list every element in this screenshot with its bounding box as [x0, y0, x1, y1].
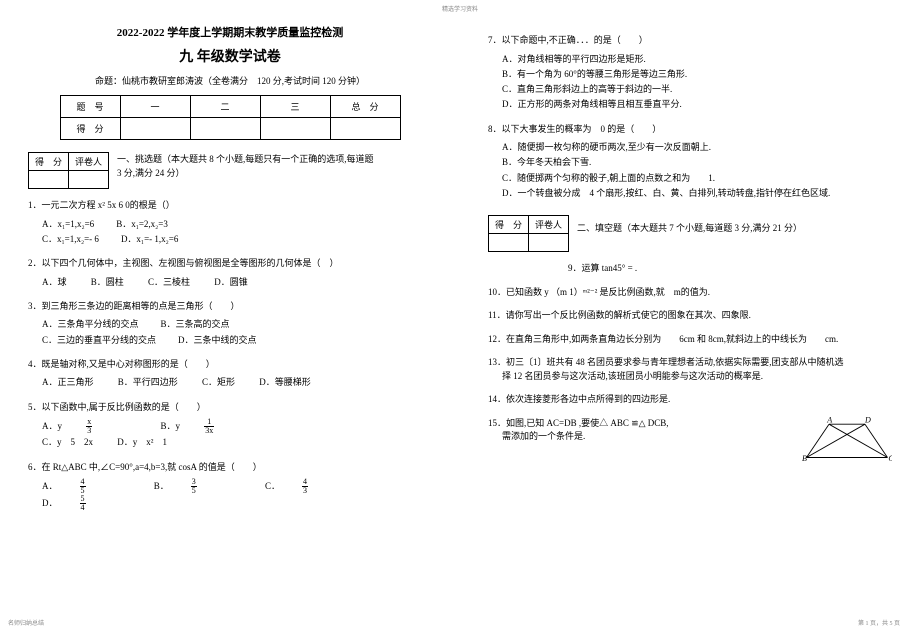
question-13: 13．初三〔1〕班共有 48 名团员要求参与青年理想者活动,依据实际需要,团支部…	[488, 356, 892, 383]
q3-c: C．三边的垂直平分线的交点	[42, 333, 156, 348]
question-6: 6．在 Rt△ABC 中,∠C=90°,a=4,b=3,就 cosA 的值是（ …	[28, 461, 432, 475]
score-cell	[260, 118, 330, 140]
score-small-h2: 评卷人	[69, 153, 109, 171]
score-small-h2: 评卷人	[529, 216, 569, 234]
question-5: 5．以下函数中,属于反比例函数的是（ ）	[28, 401, 432, 415]
question-8: 8．以下大事发生的概率为 0 的是（ ）	[488, 123, 892, 137]
exam-subtitle: 命题：仙桃市教研室郎涛波（全卷满分 120 分,考试时间 120 分钟）	[28, 74, 432, 87]
left-column: 2022-2022 学年度上学期期末教学质量监控检测 九 年级数学试卷 命题：仙…	[0, 0, 460, 637]
q1-a: A．x₁=1,x₂=6	[42, 217, 94, 232]
q3-d: D．三条中线的交点	[178, 333, 257, 348]
score-cell	[330, 118, 400, 140]
q7-d: D．正方形的两条对角线相等且相互垂直平分.	[502, 97, 892, 112]
score-row-label: 得 分	[60, 118, 120, 140]
score-header-3: 三	[260, 96, 330, 118]
score-table-small-2: 得 分 评卷人	[488, 215, 569, 252]
score-small-cell	[489, 234, 529, 252]
watermark-top: 精选学习资料	[442, 4, 478, 13]
q5-b: B．y 13x	[161, 418, 259, 435]
q6-a: A．45	[42, 478, 130, 495]
geometry-diagram: A D B C	[802, 417, 892, 462]
q4-options: A．正三角形 B．平行四边形 C．矩形 D．等腰梯形	[42, 375, 432, 390]
question-2: 2．以下四个几何体中，主视图、左视图与俯视图是全等图形的几何体是（ ）	[28, 257, 432, 271]
exam-title-line2: 九 年级数学试卷	[28, 46, 432, 66]
question-12: 12．在直角三角形中,如两条直角边长分别为 6cm 和 8cm,就斜边上的中线长…	[488, 333, 892, 347]
q8-d: D．一个转盘被分成 4 个扇形,按红、白、黄、白排列,转动转盘,指针停在红色区域…	[502, 186, 892, 201]
score-header-2: 二	[190, 96, 260, 118]
score-small-cell	[29, 171, 69, 189]
section2-header: 得 分 评卷人 二、填空题（本大题共 7 个小题,每道题 3 分,满分 21 分…	[488, 215, 892, 252]
q1-b: B．x₁=2,x₂=3	[116, 217, 168, 232]
score-table-main: 题 号 一 二 三 总 分 得 分	[60, 95, 401, 140]
q6-d: D．54	[42, 495, 130, 512]
q13-line2: 择 12 名团员参与这次活动,该班团员小明能参与这次活动的概率是.	[502, 370, 892, 384]
q8-a: A．随便掷一枚匀称的硬币两次,至少有一次反面朝上.	[502, 140, 892, 155]
q2-b: B．圆柱	[91, 275, 124, 290]
q8-c: C．随便掷两个匀称的骰子,朝上面的点数之和为 1.	[502, 171, 892, 186]
section1-header: 得 分 评卷人 一、挑选题（本大题共 8 个小题,每题只有一个正确的选项,每道题…	[28, 152, 432, 189]
diagram-label-b: B	[802, 454, 807, 462]
watermark-bottom-left: 名师归纳总结	[8, 618, 44, 627]
question-3: 3．到三角形三条边的距离相等的点是三角形（ ）	[28, 300, 432, 314]
score-small-h1: 得 分	[489, 216, 529, 234]
q2-a: A．球	[42, 275, 67, 290]
question-7: 7．以下命题中,不正确．．．的是（ ）	[488, 34, 892, 48]
score-small-cell	[529, 234, 569, 252]
q1-options: A．x₁=1,x₂=6 B．x₁=2,x₂=3 C．x₁=1,x₂=- 6 D．x₁…	[42, 217, 432, 248]
q5-d: D．y x² 1	[117, 435, 167, 450]
q4-b: B．平行四边形	[118, 375, 178, 390]
q3-a: A．三条角平分线的交点	[42, 317, 139, 332]
exam-title-line1: 2022-2022 学年度上学期期末教学质量监控检测	[28, 24, 432, 40]
diagram-label-c: C	[888, 454, 892, 462]
q4-c: C．矩形	[202, 375, 235, 390]
score-header-0: 题 号	[60, 96, 120, 118]
diagram-label-d: D	[864, 417, 871, 424]
score-cell	[120, 118, 190, 140]
score-cell	[190, 118, 260, 140]
question-15: A D B C 15．如图,已知 AC=DB ,要使△ ABC ≌△ DCB, …	[488, 417, 892, 444]
score-table-small-1: 得 分 评卷人	[28, 152, 109, 189]
q2-c: C．三棱柱	[148, 275, 190, 290]
question-9: 9．运算 tan45° = .	[568, 262, 892, 276]
q8-b: B．今年冬天柏会下雪.	[502, 155, 892, 170]
diagram-label-a: A	[826, 417, 832, 424]
q2-options: A．球 B．圆柱 C．三棱柱 D．圆锥	[42, 275, 432, 290]
q5-a: A．y x3	[42, 418, 136, 435]
q6-b: B．35	[154, 478, 241, 495]
q3-b: B．三条高的交点	[161, 317, 230, 332]
watermark-bottom-right: 第 1 页，共 5 页	[858, 618, 900, 627]
q6-c: C．43	[265, 478, 352, 495]
q7-a: A．对角线相等的平行四边形是矩形.	[502, 52, 892, 67]
q7-b: B．有一个角为 60°的等腰三角形是等边三角形.	[502, 67, 892, 82]
score-header-4: 总 分	[330, 96, 400, 118]
q13-line1: 13．初三〔1〕班共有 48 名团员要求参与青年理想者活动,依据实际需要,团支部…	[488, 356, 892, 370]
q4-d: D．等腰梯形	[259, 375, 311, 390]
question-1: 1．一元二次方程 x² 5x 6 0的根是（）	[28, 199, 432, 213]
q6-options: A．45 B．35 C．43 D．54	[42, 478, 432, 512]
score-small-cell	[69, 171, 109, 189]
right-column: 7．以下命题中,不正确．．．的是（ ） A．对角线相等的平行四边形是矩形. B．…	[460, 0, 920, 637]
q5-options: A．y x3 B．y 13x C．y 5 2x D．y x² 1	[42, 418, 432, 450]
question-14: 14．依次连接菱形各边中点所得到的四边形是.	[488, 393, 892, 407]
q2-d: D．圆锥	[214, 275, 248, 290]
q8-options: A．随便掷一枚匀称的硬币两次,至少有一次反面朝上. B．今年冬天柏会下雪. C．…	[502, 140, 892, 201]
q5-c: C．y 5 2x	[42, 435, 93, 450]
score-header-1: 一	[120, 96, 190, 118]
q7-options: A．对角线相等的平行四边形是矩形. B．有一个角为 60°的等腰三角形是等边三角…	[502, 52, 892, 113]
score-small-h1: 得 分	[29, 153, 69, 171]
question-4: 4．既是轴对称,又是中心对称图形的是（ ）	[28, 358, 432, 372]
page: 2022-2022 学年度上学期期末教学质量监控检测 九 年级数学试卷 命题：仙…	[0, 0, 920, 637]
q7-c: C．直角三角形斜边上的高等于斜边的一半.	[502, 82, 892, 97]
q1-c: C．x₁=1,x₂=- 6	[42, 232, 99, 247]
q3-options: A．三条角平分线的交点 B．三条高的交点 C．三边的垂直平分线的交点 D．三条中线的…	[42, 317, 432, 348]
question-10: 10．已知函数 y （m 1）ᵐ²⁻² 是反比例函数,就 m的值为.	[488, 286, 892, 300]
q1-d: D．x₁=- 1,x₂=6	[121, 232, 178, 247]
q4-a: A．正三角形	[42, 375, 94, 390]
question-11: 11．请你写出一个反比例函数的解析式使它的图象在其次、四象限.	[488, 309, 892, 323]
